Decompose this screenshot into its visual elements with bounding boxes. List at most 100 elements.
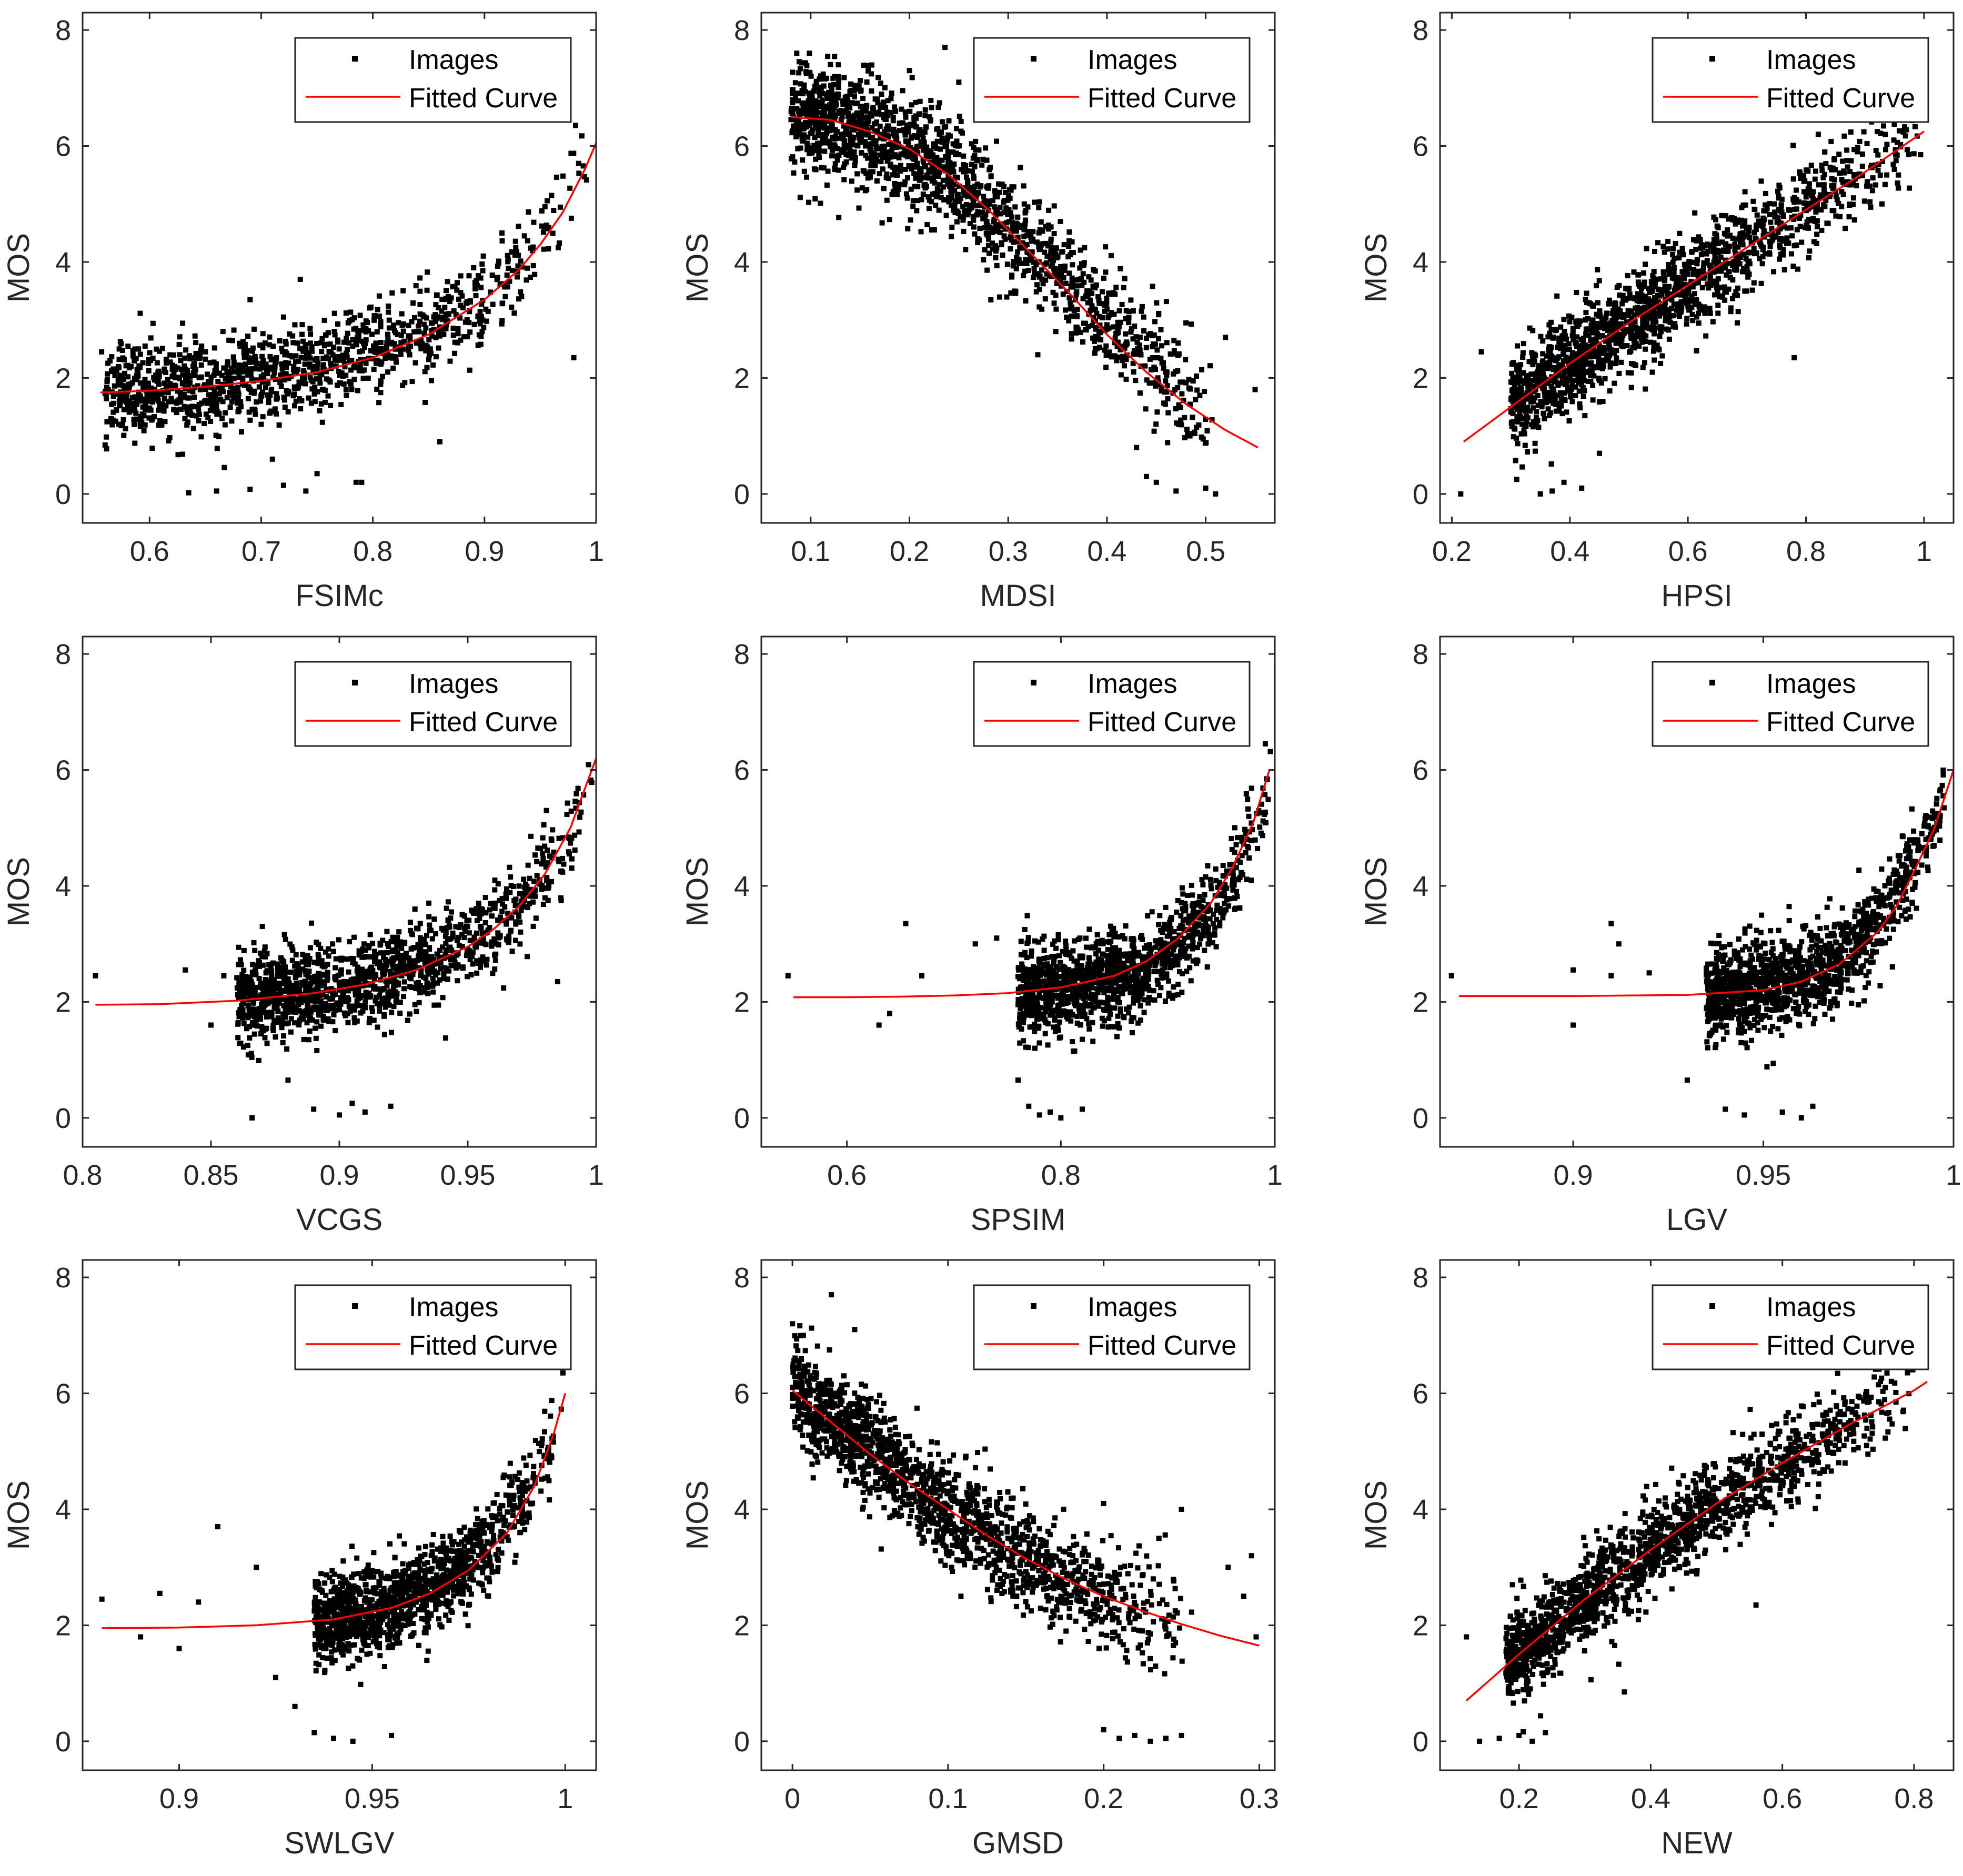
data-point [1172, 351, 1177, 357]
data-point [124, 393, 129, 399]
data-point [1615, 324, 1620, 329]
data-point [1101, 275, 1106, 281]
data-point [416, 323, 421, 329]
y-axis-label: MOS [1359, 233, 1393, 302]
data-point [1907, 185, 1912, 191]
data-point [945, 132, 951, 138]
data-point [336, 346, 342, 352]
data-point [999, 181, 1005, 187]
data-point [1074, 307, 1080, 312]
axes-box [1439, 12, 1955, 524]
data-point [517, 941, 523, 947]
data-point [267, 392, 273, 398]
data-point [870, 169, 875, 175]
data-point [1644, 246, 1649, 251]
data-point [1025, 249, 1031, 255]
data-point [1153, 367, 1158, 372]
data-point [1513, 362, 1519, 368]
data-point [992, 243, 998, 249]
data-point [1613, 319, 1618, 325]
data-point [1594, 348, 1599, 354]
data-point [213, 365, 219, 371]
data-point [223, 376, 228, 381]
data-point [297, 972, 303, 977]
data-point [928, 98, 934, 103]
data-point [1570, 330, 1576, 336]
data-point [116, 346, 122, 352]
data-point [426, 357, 431, 362]
data-point [993, 221, 999, 227]
data-point [1708, 244, 1714, 249]
data-point [491, 936, 497, 942]
data-point [139, 420, 145, 426]
data-point [549, 879, 555, 884]
data-point [1644, 325, 1649, 330]
data-point [124, 390, 129, 396]
data-point [1702, 310, 1708, 316]
data-point [821, 119, 827, 125]
data-point [330, 345, 336, 350]
data-point [1590, 354, 1596, 359]
data-point [230, 386, 236, 391]
data-point [130, 353, 136, 359]
data-point [1541, 366, 1547, 371]
data-point [964, 168, 970, 174]
data-point [1564, 409, 1569, 415]
data-point [178, 358, 184, 364]
data-point [283, 981, 288, 986]
data-point [1816, 182, 1821, 188]
data-point [568, 215, 574, 221]
data-point [467, 308, 472, 314]
x-tick-label: 0.2 [1432, 536, 1472, 567]
data-point [267, 334, 273, 340]
data-point [986, 250, 992, 256]
data-point [331, 310, 337, 316]
data-point [1602, 376, 1608, 381]
data-point [835, 74, 841, 79]
data-point [900, 88, 905, 94]
data-point [1777, 226, 1783, 231]
data-point [1805, 190, 1810, 196]
data-point [222, 465, 227, 470]
data-point [1777, 185, 1783, 191]
data-point [325, 393, 331, 399]
data-point [861, 115, 867, 120]
data-point [407, 352, 412, 358]
data-point [475, 342, 481, 348]
data-point [271, 370, 277, 376]
data-point [1600, 399, 1606, 405]
data-point [182, 363, 187, 369]
data-point [540, 851, 546, 856]
data-point [1542, 416, 1547, 421]
data-point [1562, 333, 1568, 339]
data-point [228, 382, 234, 388]
data-point [296, 358, 301, 364]
data-point [1741, 234, 1747, 240]
data-point [455, 340, 460, 346]
data-point [253, 1018, 259, 1024]
data-point [125, 387, 130, 392]
data-point [576, 160, 581, 166]
data-point [1092, 350, 1098, 356]
data-point [362, 345, 367, 350]
data-point [1571, 337, 1576, 342]
data-point [304, 1020, 310, 1026]
data-point [879, 92, 884, 97]
data-point [927, 150, 932, 156]
data-point [1708, 266, 1714, 271]
data-point [838, 108, 844, 113]
data-point [792, 80, 798, 86]
data-point [249, 348, 255, 354]
data-point [457, 315, 463, 321]
data-point [235, 409, 241, 415]
data-point [924, 144, 930, 150]
data-point [145, 391, 150, 397]
data-point [1855, 149, 1860, 155]
data-point [1548, 383, 1554, 389]
data-point [1574, 334, 1580, 340]
data-point [1020, 240, 1025, 246]
data-point [1840, 158, 1846, 164]
data-point [1551, 391, 1557, 397]
data-point [458, 337, 464, 343]
data-point [313, 357, 318, 363]
